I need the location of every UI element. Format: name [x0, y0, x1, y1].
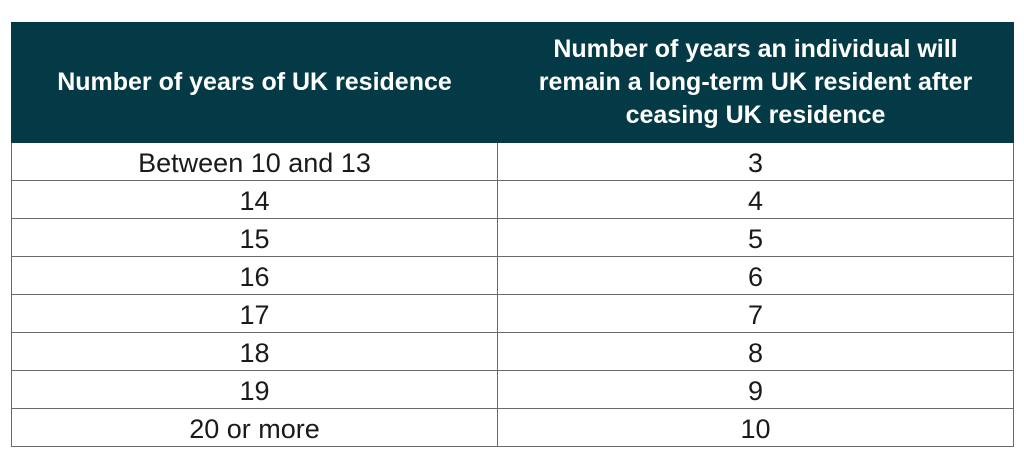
- cell-years-residence: 19: [11, 370, 498, 409]
- table-row: 17 7: [11, 294, 1014, 333]
- cell-years-residence: 14: [11, 180, 498, 219]
- table-row: 19 9: [11, 370, 1014, 409]
- header-years-of-residence-label: Number of years of UK residence: [57, 68, 452, 96]
- cell-years-long-term: 10: [497, 408, 1014, 447]
- table-row: 14 4: [11, 180, 1014, 219]
- table-row: 16 6: [11, 256, 1014, 295]
- cell-years-long-term: 7: [497, 294, 1014, 333]
- cell-years-residence: 18: [11, 332, 498, 371]
- cell-years-residence: Between 10 and 13: [11, 142, 498, 181]
- table-row: 15 5: [11, 218, 1014, 257]
- cell-years-long-term: 5: [497, 218, 1014, 257]
- table-row: 20 or more 10: [11, 408, 1014, 447]
- cell-years-long-term: 3: [497, 142, 1014, 181]
- residence-table-container: Number of years of UK residence Number o…: [11, 22, 1014, 447]
- cell-years-long-term: 6: [497, 256, 1014, 295]
- residence-table: Number of years of UK residence Number o…: [11, 22, 1014, 447]
- cell-years-long-term: 4: [497, 180, 1014, 219]
- cell-years-long-term: 8: [497, 332, 1014, 371]
- cell-years-residence: 17: [11, 294, 498, 333]
- cell-years-residence: 20 or more: [11, 408, 498, 447]
- table-row: 18 8: [11, 332, 1014, 371]
- cell-years-residence: 16: [11, 256, 498, 295]
- header-years-long-term-resident: Number of years an individual will remai…: [497, 22, 1014, 143]
- header-years-long-term-resident-label: Number of years an individual will remai…: [538, 35, 973, 129]
- header-years-of-residence: Number of years of UK residence: [11, 22, 498, 143]
- table-header-row: Number of years of UK residence Number o…: [11, 22, 1014, 143]
- cell-years-residence: 15: [11, 218, 498, 257]
- cell-years-long-term: 9: [497, 370, 1014, 409]
- table-row: Between 10 and 13 3: [11, 142, 1014, 181]
